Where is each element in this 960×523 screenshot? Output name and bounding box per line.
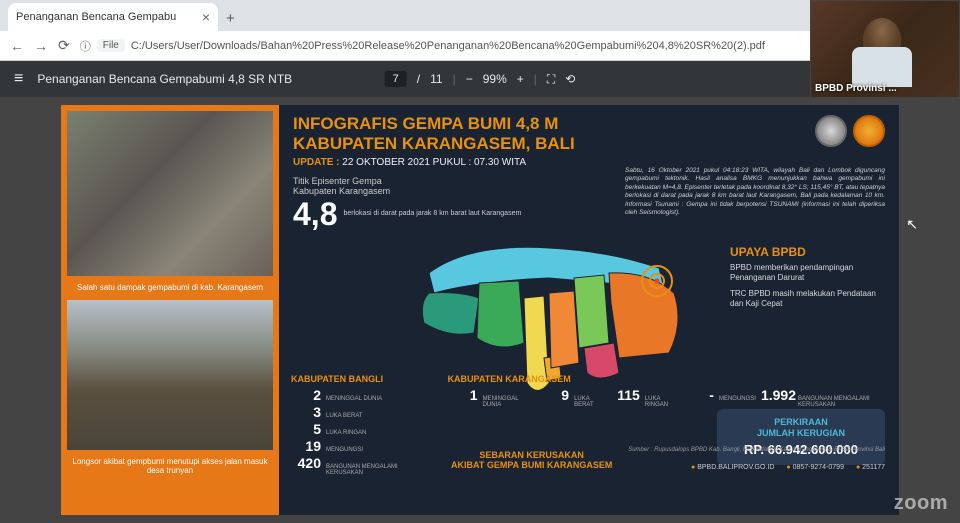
url-text: C:/Users/User/Downloads/Bahan%20Press%20… xyxy=(131,40,765,52)
back-icon[interactable]: ← xyxy=(10,38,24,54)
infographic-slide: Salah satu dampak gempabumi di kab. Kara… xyxy=(61,105,899,515)
page-current[interactable]: 7 xyxy=(385,71,407,87)
epicenter-marker-icon xyxy=(641,265,673,297)
logo-row xyxy=(815,115,885,147)
file-icon: ⓘ xyxy=(80,38,91,54)
epicenter-desc: berlokasi di darat pada jarak 8 km barat… xyxy=(343,210,521,218)
magnitude-value: 4,8 xyxy=(293,196,337,233)
zoom-watermark: zoom xyxy=(894,492,948,515)
browser-tab[interactable]: Penanganan Bencana Gempabu × xyxy=(8,3,218,31)
zoom-out-button[interactable]: − xyxy=(466,72,473,86)
photo-column: Salah satu dampak gempabumi di kab. Kara… xyxy=(61,105,279,515)
upaya-title: UPAYA BPBD xyxy=(730,245,885,259)
page-total: 11 xyxy=(430,72,442,86)
damage-photo-1 xyxy=(67,111,273,276)
fit-icon[interactable]: ⛶ xyxy=(547,72,555,87)
tab-title: Penanganan Bencana Gempabu xyxy=(16,11,176,23)
zoom-level: 99% xyxy=(483,72,507,86)
bali-logo xyxy=(815,115,847,147)
stats-bangli: KABUPATEN BANGLI 2MENINGGAL DUNIA 3LUKA … xyxy=(291,374,428,477)
title-line-2: KABUPATEN KARANGASEM, BALI xyxy=(293,134,575,154)
close-icon[interactable]: × xyxy=(202,9,210,25)
new-tab-button[interactable]: + xyxy=(226,10,235,27)
source-credit: Sumber : Rupusdalops BPBD Kab. Bangli, R… xyxy=(628,447,885,453)
menu-icon[interactable]: ≡ xyxy=(14,70,23,88)
bnpb-logo xyxy=(853,115,885,147)
sebaran-heading: SEBARAN KERUSAKAN AKIBAT GEMPA BUMI KARA… xyxy=(451,451,612,471)
upaya-section: UPAYA BPBD BPBD memberikan pendampingan … xyxy=(730,245,885,315)
participant-name: BPBD Provinsi ... xyxy=(815,83,897,94)
reload-icon[interactable]: ⟳ xyxy=(58,37,70,54)
rotate-icon[interactable]: ⟲ xyxy=(565,72,575,86)
photo-caption-2: Longsor akibat gempbumi menutupi akses j… xyxy=(67,454,273,479)
zoom-in-button[interactable]: + xyxy=(517,72,524,86)
title-line-1: INFOGRAFIS GEMPA BUMI 4,8 M xyxy=(293,115,575,134)
photo-caption-1: Salah satu dampak gempabumi di kab. Kara… xyxy=(67,280,273,296)
event-description: Sabtu, 16 Oktober 2021 pukul 04:18:23 WI… xyxy=(625,167,885,218)
pdf-viewport: Salah satu dampak gempabumi di kab. Kara… xyxy=(0,97,960,523)
video-participant[interactable]: BPBD Provinsi ... xyxy=(810,0,960,98)
casualty-stats: KABUPATEN BANGLI 2MENINGGAL DUNIA 3LUKA … xyxy=(291,374,899,477)
damage-photo-2 xyxy=(67,300,273,450)
title-block: INFOGRAFIS GEMPA BUMI 4,8 M KABUPATEN KA… xyxy=(293,115,575,168)
page-sep: / xyxy=(417,72,420,86)
cursor-icon: ↖ xyxy=(906,216,918,233)
pdf-title: Penanganan Bencana Gempabumi 4,8 SR NTB xyxy=(37,72,292,86)
update-line: UPDATE : 22 OKTOBER 2021 PUKUL : 07.30 W… xyxy=(293,157,575,168)
url-scheme: File xyxy=(97,39,125,52)
forward-icon[interactable]: → xyxy=(34,38,48,54)
infographic-content: INFOGRAFIS GEMPA BUMI 4,8 M KABUPATEN KA… xyxy=(279,105,899,515)
contact-row: BPBD.BALIPROV.GO.ID 0857-9274-0799 25117… xyxy=(691,464,885,471)
